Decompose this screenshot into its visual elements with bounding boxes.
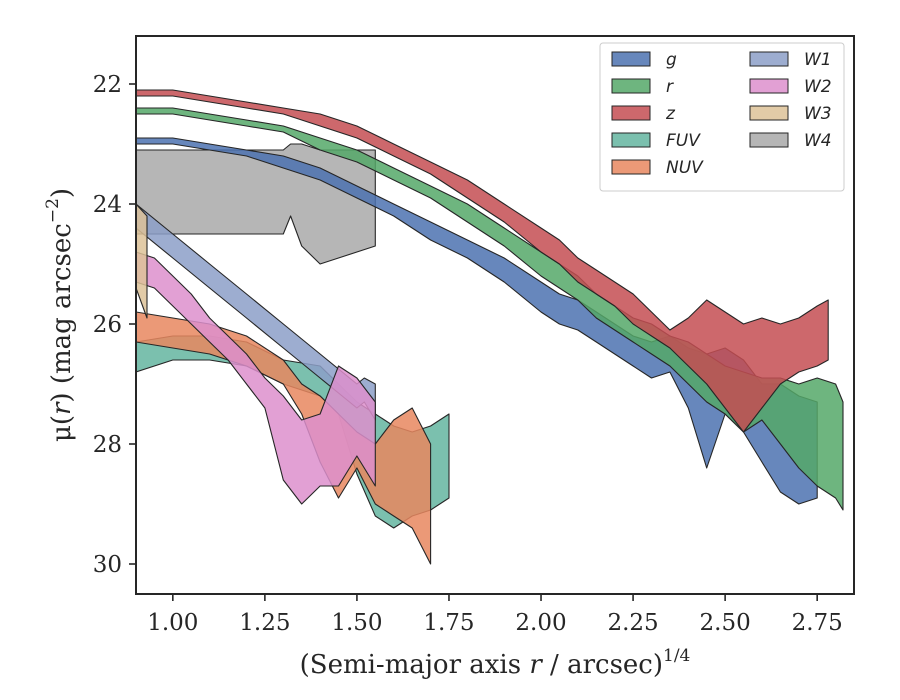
x-axis-label-sup: 1/4 (663, 646, 690, 666)
legend-label-fuv: FUV (666, 131, 701, 151)
x-tick-label: 2.75 (792, 610, 843, 636)
legend-swatch-r (611, 78, 651, 94)
legend-label-w2: W2 (804, 77, 832, 97)
y-axis-label-var: r (47, 401, 77, 415)
x-tick-label: 2.50 (700, 610, 751, 636)
legend-label-w4: W4 (804, 131, 832, 151)
band-g (136, 137, 818, 505)
band-z (136, 89, 829, 433)
y-tick-label: 22 (93, 72, 122, 98)
legend-swatch-z (611, 105, 651, 121)
legend-label-r: r (666, 77, 674, 97)
x-axis-label-var: r (529, 650, 543, 680)
legend-swatch-w1 (749, 51, 789, 67)
legend-label-g: g (666, 50, 677, 70)
y-tick-label: 24 (93, 192, 122, 218)
legend-swatch-fuv (611, 132, 651, 148)
band-w2 (136, 251, 376, 505)
y-axis-ticks: 22 24 26 28 30 (93, 72, 136, 578)
y-axis-label-sup: −2 (43, 198, 63, 223)
legend-label-w3: W3 (804, 104, 832, 124)
x-axis-label-pre: (Semi-major axis (300, 650, 530, 680)
legend: grz FUV NUV W1 W2 W3 W4 (599, 42, 845, 192)
legend-swatch-g (611, 51, 651, 67)
legend-swatch-w3 (749, 105, 789, 121)
axes-frame (135, 35, 855, 595)
legend-swatch-nuv (611, 159, 651, 175)
series-bands (136, 89, 844, 565)
x-tick-label: 1.75 (423, 610, 474, 636)
legend-swatch-w4 (749, 132, 789, 148)
y-tick-label: 26 (93, 312, 122, 338)
x-axis-ticks: 1.00 1.25 1.50 1.75 2.00 2.25 2.50 2.75 (147, 594, 843, 636)
legend-label-z: z (665, 104, 676, 124)
legend-label-w1: W1 (804, 50, 832, 70)
y-axis-label: μ(r) (mag arcsec−2) (43, 188, 77, 442)
x-tick-label: 2.25 (607, 610, 658, 636)
legend-swatch-w2 (749, 78, 789, 94)
legend-label-nuv: NUV (666, 158, 704, 178)
y-axis-label-sym: μ( (47, 415, 77, 442)
band-w3 (136, 203, 148, 319)
y-tick-label: 30 (93, 552, 122, 578)
x-axis-label: (Semi-major axis r / arcsec)1/4 (300, 646, 691, 680)
y-axis-label-rest: ) (mag arcsec (47, 223, 77, 402)
y-axis-label-end: ) (47, 188, 77, 198)
band-r (136, 107, 844, 511)
x-tick-label: 2.00 (515, 610, 566, 636)
x-tick-label: 1.00 (147, 610, 198, 636)
x-axis-label-post: / arcsec) (542, 650, 663, 680)
y-tick-label: 28 (93, 432, 122, 458)
x-tick-label: 1.50 (331, 610, 382, 636)
x-tick-label: 1.25 (239, 610, 290, 636)
